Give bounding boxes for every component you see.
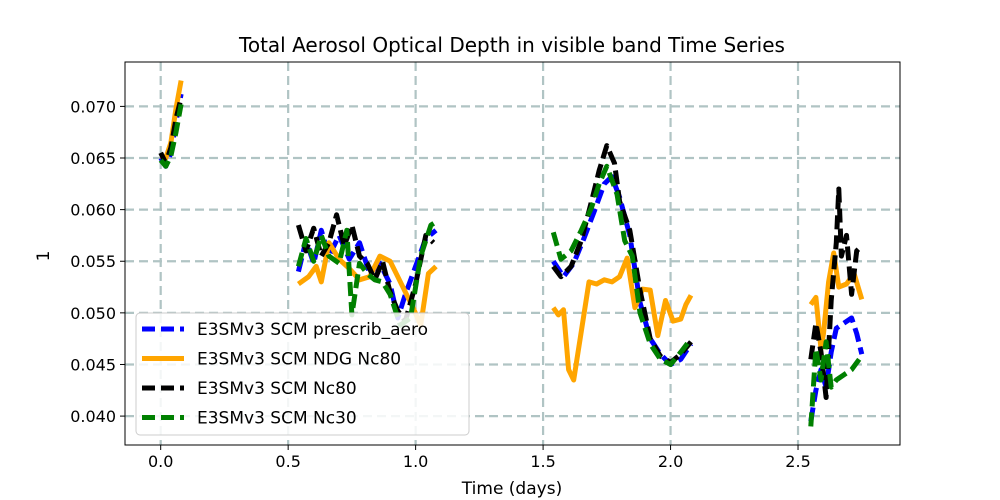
y-tick-label: 0.055: [70, 252, 116, 271]
x-tick-label: 2.5: [785, 452, 810, 471]
x-tick-label: 1.0: [403, 452, 428, 471]
series-line-segment: [550, 163, 693, 367]
x-axis-label: Time (days): [461, 479, 562, 499]
x-tick-label: 0.0: [148, 452, 173, 471]
y-tick-label: 0.065: [70, 149, 116, 168]
x-tick-label: 1.5: [530, 452, 555, 471]
y-tick-label: 0.045: [70, 355, 116, 374]
chart-title: Total Aerosol Optical Depth in visible b…: [238, 33, 785, 57]
y-tick-label: 0.060: [70, 201, 116, 220]
series-lines: [158, 80, 865, 427]
axis-ticks: 0.0 0.5 1.0 1.5 2.0 2.5 0.040 0.045 0.050 0.055 0.…: [70, 97, 811, 471]
series-line-segment: [808, 339, 862, 427]
y-tick-label: 0.040: [70, 407, 116, 426]
series-line-segment: [808, 186, 864, 400]
y-axis-label: 1: [34, 251, 54, 262]
series-line-segment: [295, 219, 438, 328]
plot-frame: [124, 61, 901, 446]
y-tick-label: 0.070: [70, 97, 116, 116]
legend-label: E3SMv3 SCM prescrib_aero: [197, 320, 428, 340]
legend-label: E3SMv3 SCM NDG Nc80: [197, 350, 401, 370]
legend-box: [135, 312, 470, 436]
y-tick-label: 0.050: [70, 304, 116, 323]
series-4: [158, 103, 862, 427]
series-line-segment: [551, 143, 693, 365]
series-line-segment: [551, 255, 694, 383]
legend-label: E3SMv3 SCM Nc80: [197, 379, 357, 399]
legend-label: E3SMv3 SCM Nc30: [197, 409, 357, 429]
x-tick-label: 2.0: [658, 452, 683, 471]
x-tick-label: 0.5: [275, 452, 300, 471]
legend: E3SMv3 SCM prescrib_aero E3SMv3 SCM NDG N…: [135, 312, 470, 436]
series-line-segment: [808, 315, 865, 422]
series-line-segment: [158, 103, 184, 169]
